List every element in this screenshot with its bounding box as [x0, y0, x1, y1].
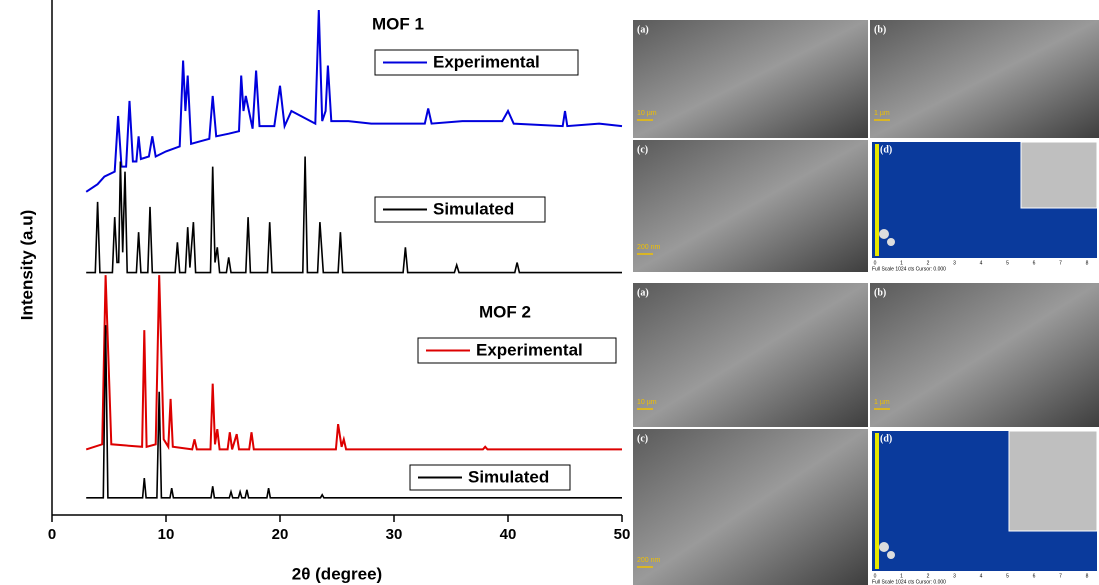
eds-tick-label: 3: [953, 260, 956, 266]
scale-label: 1 µm: [874, 110, 890, 117]
eds-peak: [875, 144, 879, 256]
panel-label: (b): [874, 24, 886, 35]
sem-image: [633, 20, 868, 138]
eds-dot: [887, 551, 895, 559]
eds-tick-label: 2: [927, 573, 930, 579]
eds-dot: [879, 542, 889, 552]
eds-tick-label: 0: [874, 260, 877, 266]
scale-label: 10 µm: [637, 399, 657, 406]
legend-label: Simulated: [468, 467, 549, 486]
legend-label: Experimental: [433, 52, 540, 71]
x-tick-label: 0: [48, 526, 56, 543]
sem-image: [870, 283, 1099, 427]
eds-footer: Full Scale 1024 cts Cursor: 0.000: [872, 266, 946, 272]
eds-tick-label: 7: [1059, 260, 1062, 266]
line-series: [85, 9, 623, 193]
eds-tick-label: 2: [927, 260, 930, 266]
eds-tick-label: 1: [900, 260, 903, 266]
panel-label: (a): [637, 24, 649, 35]
eds-tick-label: 0: [874, 573, 877, 579]
sem-image: [633, 140, 868, 272]
line-series: [86, 156, 622, 274]
x-tick-label: 30: [386, 526, 403, 543]
eds-tick-label: 8: [1086, 573, 1089, 579]
eds-tick-label: 3: [953, 573, 956, 579]
panel-label: (c): [637, 433, 648, 444]
sem-image: [633, 429, 868, 585]
scale-label: 1 µm: [874, 399, 890, 406]
legend-label: Experimental: [476, 340, 583, 359]
scale-label: 10 µm: [637, 110, 657, 117]
x-tick-label: 20: [272, 526, 289, 543]
eds-tick-label: 7: [1059, 573, 1062, 579]
panel-label: (a): [637, 287, 649, 298]
x-axis-label: 2θ (degree): [292, 564, 382, 583]
x-tick-label: 10: [158, 526, 175, 543]
legend-label: Simulated: [433, 199, 514, 218]
sem-image: [870, 20, 1099, 138]
eds-tick-label: 8: [1086, 260, 1089, 266]
eds-dot: [879, 229, 889, 239]
eds-tick-label: 6: [1033, 573, 1036, 579]
scale-label: 200 nm: [637, 244, 661, 251]
eds-peak: [875, 433, 879, 569]
panel-label: (d): [880, 433, 892, 444]
annotation: MOF 1: [372, 14, 424, 33]
eds-footer: Full Scale 1024 cts Cursor: 0.000: [872, 579, 946, 585]
eds-tick-label: 5: [1006, 573, 1009, 579]
eds-tick-label: 4: [980, 573, 983, 579]
eds-tick-label: 4: [980, 260, 983, 266]
x-tick-label: 40: [500, 526, 517, 543]
annotation: MOF 2: [479, 302, 531, 321]
line-series: [86, 325, 622, 499]
x-tick-label: 50: [614, 526, 631, 543]
scale-label: 200 nm: [637, 557, 661, 564]
eds-tick-label: 6: [1033, 260, 1036, 266]
eds-tick-label: 1: [900, 573, 903, 579]
eds-inset: [1008, 430, 1098, 532]
eds-tick-label: 5: [1006, 260, 1009, 266]
eds-inset: [1020, 141, 1098, 209]
eds-dot: [887, 238, 895, 246]
panel-label: (c): [637, 144, 648, 155]
panel-label: (d): [880, 144, 892, 155]
sem-image: [633, 283, 868, 427]
line-series: [85, 275, 622, 451]
legend-box: [417, 337, 617, 364]
y-axis-label: Intensity (a.u): [17, 210, 36, 321]
panel-label: (b): [874, 287, 886, 298]
